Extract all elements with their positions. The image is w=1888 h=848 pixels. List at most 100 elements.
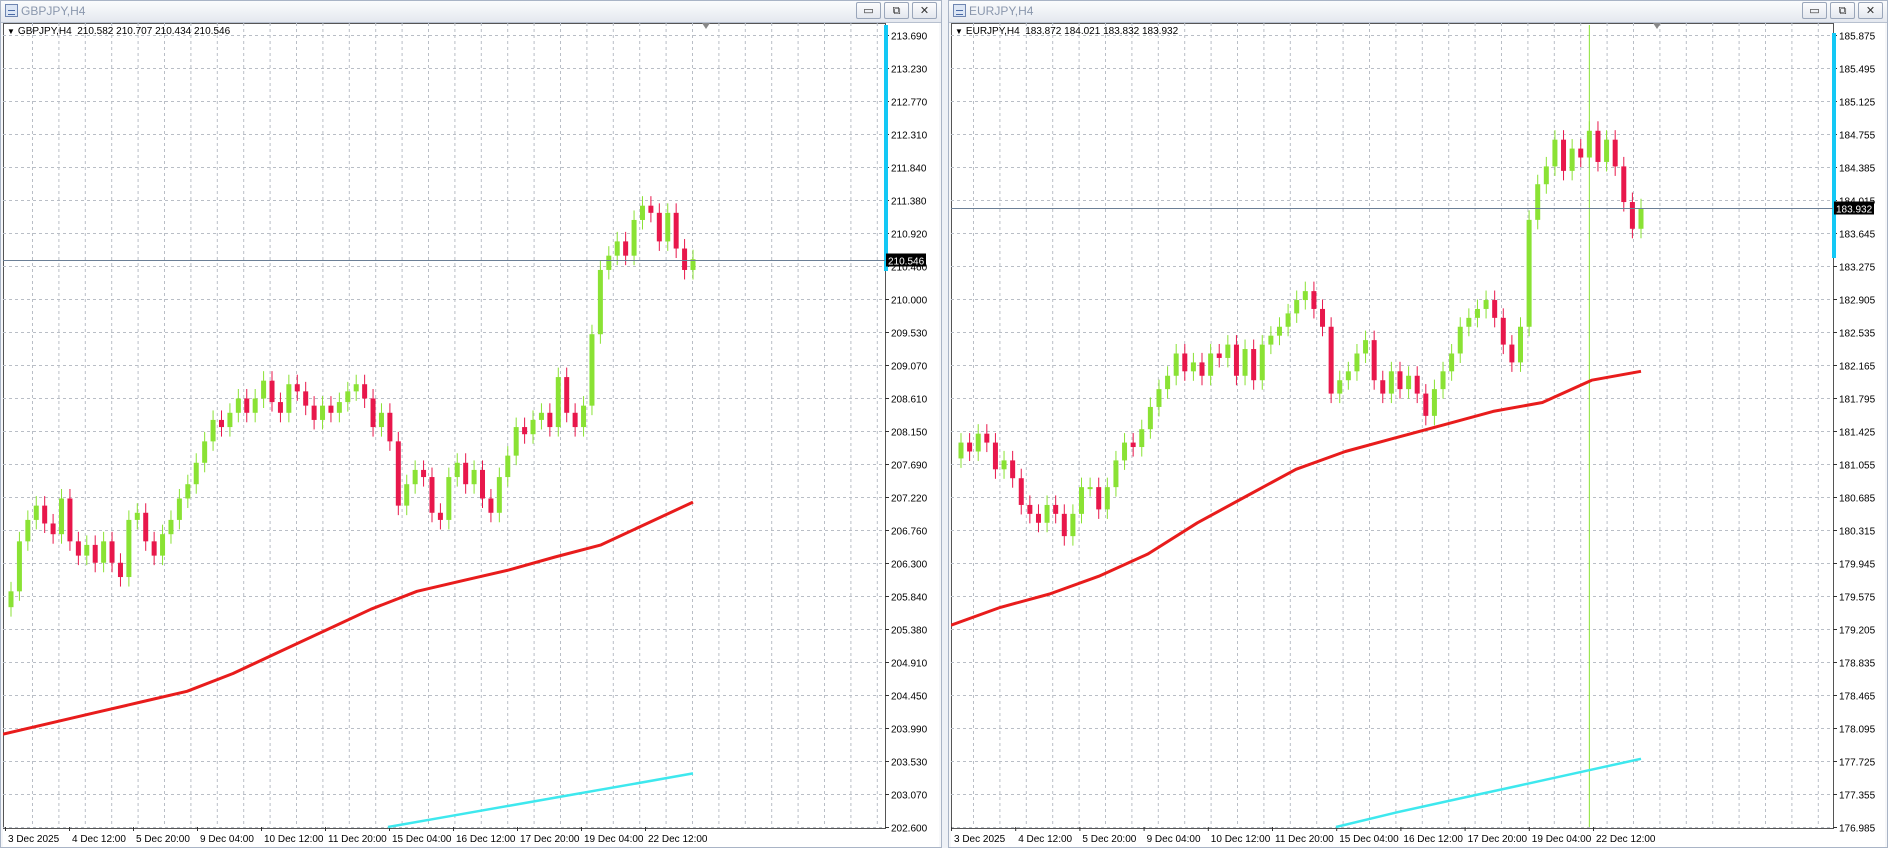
candle-bull xyxy=(1044,504,1050,523)
candle-bear xyxy=(967,442,973,452)
chart-window-gbpjpy[interactable]: GBPJPY,H4 ▭ ⧉ ✕ 213.690 213.230 212.770 212… xyxy=(0,0,942,848)
candle-bear xyxy=(682,248,688,270)
moving-average-red xyxy=(3,500,694,736)
x-tick-label: 22 Dec 12:00 xyxy=(648,834,708,845)
y-tick-label: 211.840 xyxy=(891,164,927,175)
candle-bear xyxy=(143,512,149,542)
x-tick-label: 15 Dec 04:00 xyxy=(392,834,452,845)
candle-bear xyxy=(1595,130,1601,162)
candle-bull xyxy=(1457,326,1463,354)
candle-bear xyxy=(547,412,553,428)
y-tick-label: 204.450 xyxy=(891,692,928,703)
candle-bear xyxy=(1612,139,1618,167)
y-tick-label: 179.205 xyxy=(1839,626,1876,637)
chart-window-icon xyxy=(953,4,966,17)
candle-bull xyxy=(597,269,603,335)
candle-bear xyxy=(572,412,578,428)
y-tick-label: 185.875 xyxy=(1839,32,1876,43)
y-tick-label: 206.760 xyxy=(891,527,928,538)
window-titlebar[interactable]: EURJPY,H4 ▭ ⧉ ✕ xyxy=(949,1,1887,23)
y-tick-label: 207.690 xyxy=(891,461,928,472)
candle-bull xyxy=(614,241,620,256)
current-price-box xyxy=(886,253,926,267)
chart-window-eurjpy[interactable]: EURJPY,H4 ▭ ⧉ ✕ 185.875 185.495 185.125 184… xyxy=(948,0,1888,848)
moving-average-red xyxy=(951,369,1642,627)
candle-bull xyxy=(252,398,258,413)
candle-bear xyxy=(1629,202,1635,229)
candle-bear xyxy=(362,384,368,399)
price-chart[interactable]: 213.690 213.230 212.770 212.310 211.840 211.3… xyxy=(3,23,939,847)
candle-bull xyxy=(1526,219,1532,327)
y-tick-label: 185.125 xyxy=(1839,98,1876,109)
candle-bull xyxy=(1337,380,1343,394)
candle-bull xyxy=(336,402,342,413)
close-button[interactable]: ✕ xyxy=(1858,2,1883,19)
y-tick-label: 209.070 xyxy=(891,362,928,373)
x-tick-label: 3 Dec 2025 xyxy=(954,834,1006,845)
candle-bear xyxy=(1233,344,1239,376)
restore-button[interactable]: ⧉ xyxy=(884,2,909,19)
candlestick-chart-svg[interactable]: 213.690 213.230 212.770 212.310 211.840 211.3… xyxy=(3,23,939,847)
candle-bull xyxy=(8,591,14,608)
candle-bull xyxy=(160,534,166,556)
x-tick-label: 9 Dec 04:00 xyxy=(200,834,254,845)
price-chart[interactable]: 185.875185.495185.125184.755184.385184.0… xyxy=(951,23,1885,847)
x-tick-label: 17 Dec 20:00 xyxy=(520,834,580,845)
candle-bear xyxy=(1509,344,1515,363)
minimize-button[interactable]: ▭ xyxy=(1802,2,1827,19)
dropdown-triangle-icon[interactable]: ▼ xyxy=(955,27,963,36)
candle-bear xyxy=(67,498,73,542)
candle-bull xyxy=(1483,300,1489,309)
current-price-label: 183.932 xyxy=(1836,205,1873,216)
candle-bull xyxy=(1569,148,1575,171)
candle-bear xyxy=(1380,380,1386,394)
candle-bull xyxy=(1552,139,1558,167)
candle-bear xyxy=(623,241,629,256)
y-tick-label: 182.905 xyxy=(1839,296,1876,307)
candle-bull xyxy=(101,541,107,563)
x-tick-label: 15 Dec 04:00 xyxy=(1339,834,1399,845)
chart-ohlc: 183.872 184.021 183.832 183.932 xyxy=(1025,26,1179,37)
candlestick-chart-svg[interactable]: 185.875185.495185.125184.755184.385184.0… xyxy=(951,23,1885,847)
volume-indicator-bar xyxy=(1832,33,1836,258)
candle-bull xyxy=(378,412,384,428)
candle-bear xyxy=(1414,375,1420,394)
candle-bull xyxy=(1440,371,1446,390)
candle-bear xyxy=(1621,166,1627,203)
candle-bull xyxy=(1208,353,1214,376)
window-title: EURJPY,H4 xyxy=(969,4,1034,18)
chart-shift-marker-icon xyxy=(702,23,710,29)
candle-bear xyxy=(984,433,990,443)
candle-bull xyxy=(235,398,241,413)
close-button[interactable]: ✕ xyxy=(912,2,937,19)
chart-ohlc: 210.582 210.707 210.434 210.546 xyxy=(77,26,231,37)
x-tick-label: 4 Dec 12:00 xyxy=(72,834,126,845)
y-tick-label: 178.095 xyxy=(1839,725,1876,736)
window-titlebar[interactable]: GBPJPY,H4 ▭ ⧉ ✕ xyxy=(1,1,941,23)
candle-bull xyxy=(1354,353,1360,372)
restore-button[interactable]: ⧉ xyxy=(1830,2,1855,19)
candle-bull xyxy=(345,391,351,403)
y-tick-label: 210.460 xyxy=(891,263,928,274)
minimize-button[interactable]: ▭ xyxy=(856,2,881,19)
candle-bear xyxy=(117,562,123,578)
y-tick-label: 212.770 xyxy=(891,98,928,109)
candle-bull xyxy=(1156,389,1162,407)
y-tick-label: 182.535 xyxy=(1839,329,1876,340)
candle-bull xyxy=(958,442,964,459)
candle-bull xyxy=(1259,344,1265,381)
dropdown-triangle-icon[interactable]: ▼ xyxy=(7,27,15,36)
y-tick-label: 176.985 xyxy=(1839,824,1876,835)
candle-bear xyxy=(50,523,56,535)
candle-bear xyxy=(1035,513,1041,523)
candle-bull xyxy=(1517,326,1523,363)
candle-bull xyxy=(1268,335,1274,345)
y-tick-label: 204.910 xyxy=(891,659,928,670)
candle-bear xyxy=(1561,139,1567,171)
y-tick-label: 178.835 xyxy=(1839,659,1876,670)
candle-bull xyxy=(1431,389,1437,416)
chart-info-line: ▼ GBPJPY,H4 210.582 210.707 210.434 210.5… xyxy=(7,26,230,37)
chart-symbol: GBPJPY,H4 xyxy=(17,26,72,37)
candle-bear xyxy=(480,469,486,499)
y-tick-label: 210.920 xyxy=(891,230,928,241)
